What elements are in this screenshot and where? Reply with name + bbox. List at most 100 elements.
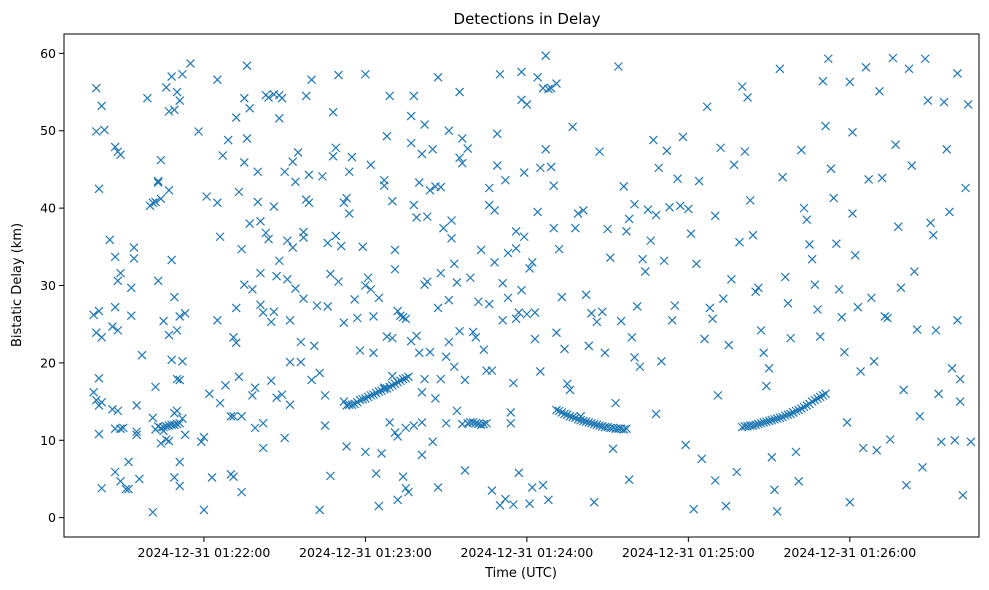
data-point (161, 421, 171, 431)
data-point (156, 438, 166, 448)
data-point (659, 256, 669, 266)
data-point (630, 199, 639, 209)
data-point (627, 332, 637, 342)
data-point (422, 212, 432, 222)
data-point (151, 197, 160, 207)
y-tick-label: 20 (40, 355, 56, 370)
data-point (237, 487, 247, 497)
data-point (783, 298, 793, 308)
data-point (799, 402, 809, 412)
data-point (390, 379, 400, 389)
data-point (953, 315, 962, 325)
data-point (153, 176, 163, 186)
data-point (436, 268, 446, 278)
data-point (455, 87, 465, 97)
data-point (918, 462, 927, 472)
data-point (595, 421, 604, 430)
data-point (180, 430, 190, 440)
data-point (116, 268, 125, 278)
data-point (460, 466, 470, 475)
data-point (724, 340, 734, 350)
data-point (821, 121, 831, 131)
data-point (412, 331, 421, 341)
data-point (215, 232, 225, 242)
data-point (304, 170, 314, 180)
data-point (492, 129, 502, 139)
data-point (328, 107, 338, 117)
data-point (355, 346, 365, 355)
data-point (888, 53, 898, 63)
data-point (522, 99, 532, 109)
data-point (748, 421, 758, 430)
data-point (557, 407, 567, 417)
data-point (366, 160, 376, 170)
data-point (950, 435, 960, 445)
x-tick-label: 2024-12-31 01:23:00 (299, 545, 432, 560)
data-point (807, 397, 817, 407)
data-point (229, 411, 238, 421)
data-point (963, 99, 973, 109)
data-point (175, 375, 185, 385)
data-point (229, 332, 238, 342)
data-point (581, 290, 591, 300)
data-point (441, 352, 451, 362)
data-point (94, 184, 104, 194)
data-point (463, 144, 473, 153)
data-point (342, 442, 351, 451)
data-point (657, 356, 666, 366)
data-point (955, 397, 965, 407)
data-point (638, 254, 648, 264)
data-point (282, 236, 292, 246)
data-point (151, 425, 160, 434)
data-point (390, 245, 400, 255)
data-point (452, 277, 462, 287)
data-point (549, 223, 559, 233)
data-point (207, 472, 217, 482)
data-point (250, 383, 260, 393)
data-point (269, 307, 279, 317)
data-point (662, 146, 672, 156)
data-point (500, 175, 510, 185)
data-point (786, 333, 796, 343)
data-point (552, 328, 561, 338)
data-point (530, 334, 540, 344)
data-point (212, 75, 222, 85)
data-point (116, 476, 125, 486)
data-point (369, 312, 378, 321)
data-point (177, 356, 187, 366)
data-point (239, 280, 249, 290)
data-point (395, 376, 405, 386)
data-point (705, 303, 715, 313)
data-point (519, 168, 529, 177)
data-point (455, 326, 465, 336)
data-point (433, 483, 443, 492)
data-point (565, 411, 575, 421)
data-point (907, 161, 917, 170)
data-point (616, 316, 626, 326)
data-point (159, 422, 168, 432)
data-point (794, 405, 804, 415)
data-point (282, 274, 292, 284)
data-point (807, 254, 817, 264)
data-point (479, 345, 489, 355)
data-point (151, 382, 160, 392)
data-point (272, 393, 282, 403)
data-point (253, 167, 263, 177)
data-point (379, 384, 389, 394)
data-point (256, 300, 265, 310)
data-point (848, 127, 857, 137)
data-point (110, 252, 120, 262)
data-point (186, 58, 195, 68)
data-point (484, 299, 494, 309)
data-point (457, 158, 467, 168)
data-point (447, 216, 456, 225)
data-point (530, 308, 540, 318)
data-point (204, 389, 214, 399)
data-point (509, 378, 518, 388)
data-point (280, 167, 290, 177)
data-point (175, 312, 185, 321)
data-point (379, 181, 389, 191)
data-point (482, 418, 491, 428)
data-point (414, 348, 424, 358)
data-point (624, 475, 634, 485)
